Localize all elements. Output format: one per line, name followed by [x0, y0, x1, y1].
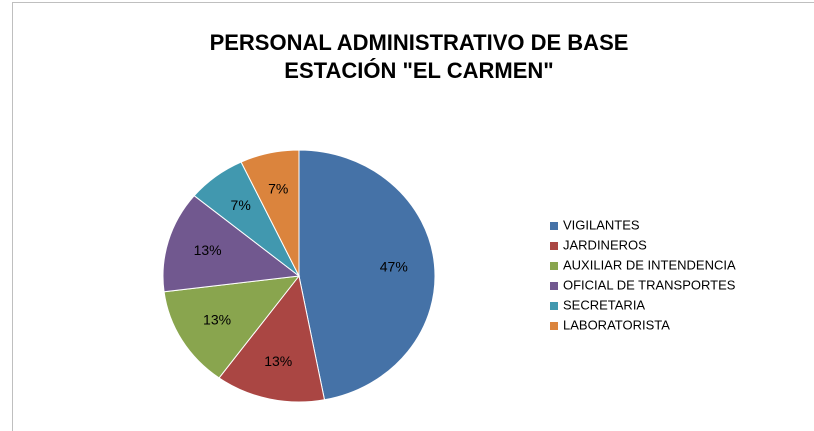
pie-slice — [163, 275, 301, 379]
legend-swatch — [550, 282, 558, 290]
chart-title: PERSONAL ADMINISTRATIVO DE BASE — [210, 30, 629, 55]
chart-frame — [12, 2, 814, 431]
pie-slice — [162, 195, 301, 293]
legend-swatch — [550, 222, 558, 230]
legend-label: LABORATORISTA — [563, 317, 670, 332]
pie-slice — [218, 274, 326, 403]
legend-swatch — [550, 302, 558, 310]
data-label: 13% — [264, 353, 292, 369]
data-label: 13% — [194, 242, 222, 258]
legend-label: JARDINEROS — [563, 237, 647, 252]
pie-slice — [240, 149, 300, 277]
data-label: 7% — [268, 181, 288, 197]
legend-swatch — [550, 262, 558, 270]
chart-title: ESTACIÓN "EL CARMEN" — [284, 58, 553, 83]
legend-swatch — [550, 242, 558, 250]
legend-label: OFICIAL DE TRANSPORTES — [563, 277, 736, 292]
legend-label: SECRETARIA — [563, 297, 645, 312]
legend-swatch — [550, 322, 558, 330]
data-label: 47% — [380, 258, 408, 274]
legend-label: AUXILIAR DE INTENDENCIA — [563, 257, 736, 272]
data-label: 13% — [203, 312, 231, 328]
legend-label: VIGILANTES — [563, 217, 640, 232]
pie-slice — [298, 149, 436, 401]
data-label: 7% — [231, 197, 251, 213]
